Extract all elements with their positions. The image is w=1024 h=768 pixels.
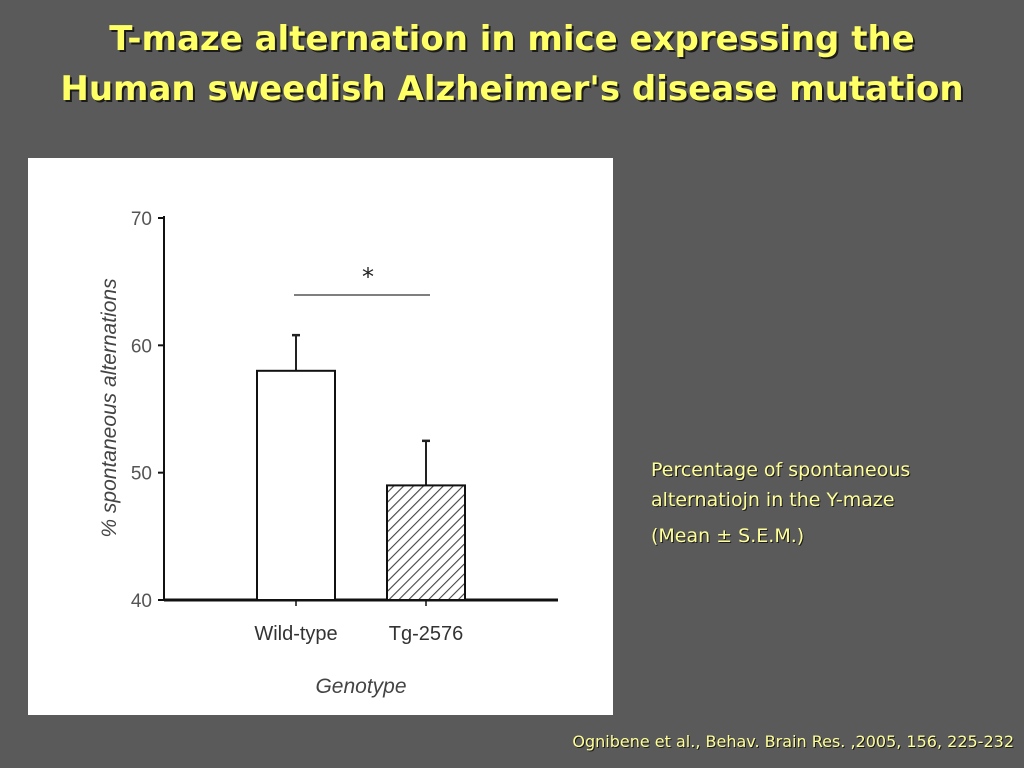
- bar-wild-type: [256, 369, 336, 601]
- caption-line-1: Percentage of spontaneous alternatiojn i…: [651, 459, 911, 511]
- y-tick-label: 40: [131, 591, 152, 612]
- y-tick-label: 60: [131, 336, 152, 357]
- x-axis-label: Genotype: [315, 675, 406, 698]
- slide-title-line-1: T-maze alternation in mice expressing th…: [109, 19, 915, 59]
- slide-title-line-2: Human sweedish Alzheimer's disease mutat…: [60, 69, 964, 109]
- citation: Ognibene et al., Behav. Brain Res. ,2005…: [572, 732, 1014, 751]
- y-axis-label: % spontaneous alternations: [98, 278, 121, 538]
- slide-title: T-maze alternation in mice expressing th…: [0, 14, 1024, 114]
- figure-panel: % spontaneous alternations Genotype 40 50…: [28, 158, 613, 715]
- y-ticks: 40 50 60 70: [131, 209, 164, 612]
- y-tick-label: 70: [131, 209, 152, 230]
- x-tick-label: Wild-type: [254, 623, 337, 645]
- significance-star: *: [362, 263, 374, 291]
- bars: [256, 333, 466, 601]
- bar-chart: % spontaneous alternations Genotype 40 50…: [98, 209, 558, 698]
- caption-line-2: (Mean ± S.E.M.): [651, 525, 805, 547]
- x-ticks: Wild-type Tg-2576: [254, 600, 463, 645]
- y-tick-label: 50: [131, 464, 152, 485]
- significance-annotation: *: [294, 263, 430, 296]
- bar-tg-2576: [386, 484, 466, 601]
- figure-caption: Percentage of spontaneous alternatiojn i…: [651, 455, 1011, 551]
- x-tick-label: Tg-2576: [389, 623, 464, 645]
